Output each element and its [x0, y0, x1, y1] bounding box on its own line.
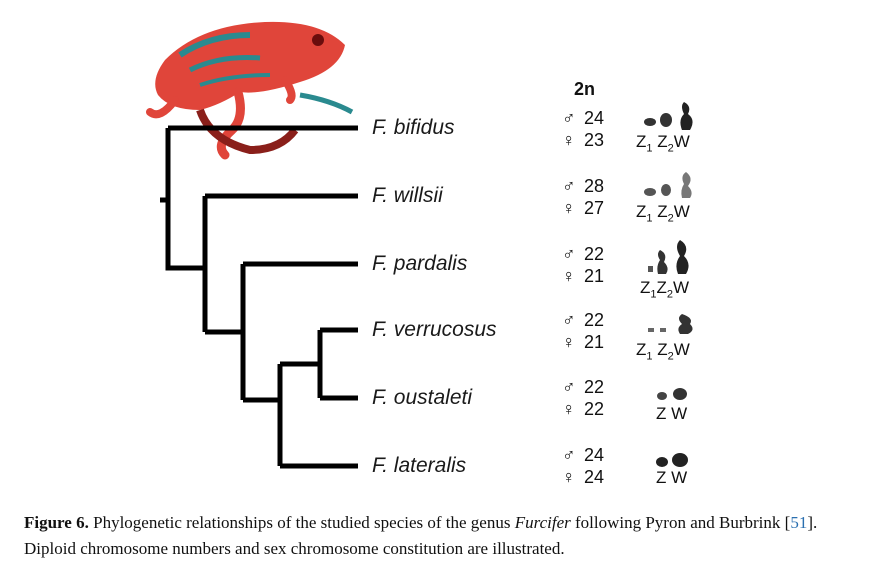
male-symbol-icon: ♂: [562, 377, 576, 397]
species-label: F. verrucosus: [372, 318, 497, 341]
female-symbol-icon: ♀: [562, 467, 576, 487]
species-label: F. lateralis: [372, 454, 467, 477]
chromosome-count: ♂ 24 ♀ 24: [562, 444, 604, 488]
chameleon-illustration: [146, 21, 354, 160]
sex-chromosome-label: Z1 Z2W: [636, 202, 690, 225]
chromosome-count: ♂ 22 ♀ 22: [562, 376, 604, 420]
karyotype-image: [656, 453, 688, 467]
karyotype-image: [644, 172, 692, 198]
phylogeny-svg: [146, 21, 358, 469]
sex-chromosome-label: Z1 Z2W: [636, 340, 690, 363]
chromosome-count: ♂ 22 ♀ 21: [562, 309, 604, 353]
female-count: 22: [584, 399, 605, 419]
female-count: 27: [584, 198, 605, 218]
species-label: F. oustaleti: [372, 386, 473, 409]
karyotype-image: [648, 314, 693, 334]
female-symbol-icon: ♀: [562, 399, 576, 419]
chromosome-count: ♂ 22 ♀ 21: [562, 243, 604, 287]
species-label: F. bifidus: [372, 116, 455, 139]
species-label: F. pardalis: [372, 252, 468, 275]
diploid-number-header: 2n: [574, 79, 596, 99]
female-count: 23: [584, 130, 605, 150]
male-count: 22: [584, 244, 605, 264]
male-count: 28: [584, 176, 605, 196]
female-symbol-icon: ♀: [562, 332, 576, 352]
female-symbol-icon: ♀: [562, 198, 576, 218]
species-label: F. willsii: [372, 184, 443, 207]
genus-name: Furcifer: [514, 513, 571, 532]
male-symbol-icon: ♂: [562, 108, 576, 128]
female-symbol-icon: ♀: [562, 130, 576, 150]
male-count: 24: [584, 108, 605, 128]
karyotype-image: [657, 388, 687, 400]
male-symbol-icon: ♂: [562, 176, 576, 196]
male-count: 22: [584, 310, 605, 330]
male-symbol-icon: ♂: [562, 445, 576, 465]
sex-chromosome-label: Z1 Z2W: [636, 132, 690, 155]
male-count: 24: [584, 445, 605, 465]
figure-caption: Figure 6. Phylogenetic relationships of …: [24, 513, 818, 558]
chromosome-count: ♂ 28 ♀ 27: [562, 175, 604, 219]
karyotype-image: [644, 102, 693, 130]
figure: F. bifidus F. willsii F. pardalis F. ver…: [146, 21, 693, 488]
female-count: 24: [584, 467, 605, 487]
male-count: 22: [584, 377, 605, 397]
female-symbol-icon: ♀: [562, 266, 576, 286]
karyotype-image: [648, 240, 689, 274]
sex-chromosome-label: Z W: [656, 468, 688, 487]
caption-label: Figure 6.: [24, 513, 89, 532]
sex-chromosome-label: Z W: [656, 404, 688, 423]
citation-link[interactable]: 51: [790, 513, 808, 532]
female-count: 21: [584, 266, 605, 286]
sex-chromosome-label: Z1Z2W: [640, 278, 690, 301]
chromosome-count: ♂ 24 ♀ 23: [562, 107, 604, 151]
male-symbol-icon: ♂: [562, 244, 576, 264]
male-symbol-icon: ♂: [562, 310, 576, 330]
phylogenetic-tree: [160, 125, 358, 469]
female-count: 21: [584, 332, 605, 352]
